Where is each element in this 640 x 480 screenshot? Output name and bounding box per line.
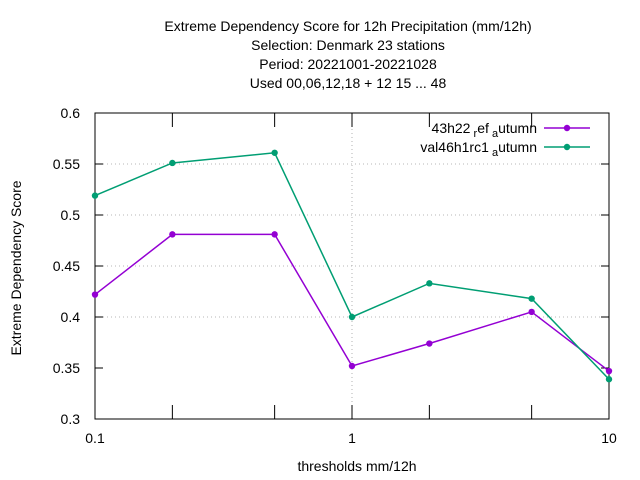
x-axis-label: thresholds mm/12h (297, 458, 416, 474)
legend-swatch-point (563, 143, 571, 151)
series-point (426, 280, 433, 287)
x-tick-label: 0.1 (85, 430, 105, 446)
y-axis-label: Extreme Dependency Score (8, 180, 24, 355)
series-point (528, 308, 535, 316)
x-tick-label: 10 (601, 430, 617, 446)
series-point (348, 362, 356, 370)
y-tick-label: 0.55 (53, 156, 80, 172)
series-point (271, 231, 278, 238)
tick-labels: 0.3 0.35 0.4 0.45 0.5 0.55 0.6 0.1 1 10 (53, 105, 617, 446)
legend-label: 43h22 ref autumn (432, 120, 537, 140)
legend-swatch-point (563, 124, 571, 132)
legend-label-part: a (489, 128, 499, 140)
chart-title: Extreme Dependency Score for 12h Precipi… (164, 18, 531, 91)
title-line: Used 00,06,12,18 + 12 15 ... 48 (250, 75, 447, 91)
y-tick-label: 0.6 (61, 105, 81, 121)
grid (95, 112, 609, 419)
title-line: Selection: Denmark 23 stations (251, 37, 445, 53)
legend-label-part: ef (477, 120, 489, 136)
series-point (605, 376, 613, 383)
legend-label-part: utumn (498, 120, 537, 136)
legend-label-part: a (489, 147, 499, 159)
series-point (169, 231, 176, 238)
legend-label-part: 43h22 (432, 120, 471, 136)
series-point (91, 192, 99, 199)
title-line: Extreme Dependency Score for 12h Precipi… (164, 18, 531, 34)
legend-label-part: r (470, 128, 477, 140)
legend-label: val46h1rc1 autumn (420, 139, 537, 159)
title-line: Period: 20221001-20221028 (259, 56, 437, 72)
series-line (94, 233, 610, 372)
y-tick-label: 0.3 (61, 411, 81, 427)
legend-label-part: utumn (498, 139, 537, 155)
series (91, 149, 613, 383)
series-point (348, 313, 356, 321)
series-point (426, 340, 433, 347)
series-point (605, 367, 613, 375)
series-point (528, 295, 535, 302)
y-tick-label: 0.45 (53, 258, 80, 274)
legend-label-part: val46h1rc1 (420, 139, 489, 155)
plot-frame (94, 112, 610, 420)
x-tick-label: 1 (348, 430, 356, 446)
series-point (271, 149, 278, 156)
series-point (91, 291, 99, 298)
series-point (169, 159, 176, 167)
y-tick-label: 0.4 (61, 309, 81, 325)
y-tick-label: 0.5 (61, 207, 81, 223)
y-tick-label: 0.35 (53, 360, 80, 376)
